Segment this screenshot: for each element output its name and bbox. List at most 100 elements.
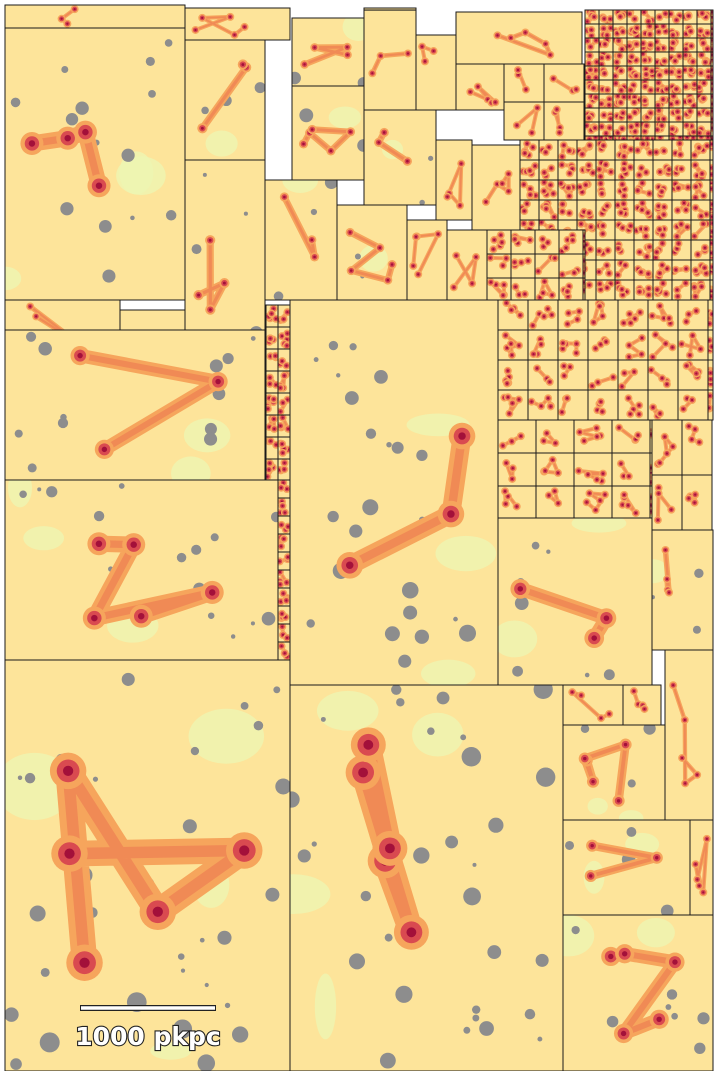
gray-blob (254, 721, 264, 731)
halo-core (684, 54, 686, 56)
panel-image (558, 254, 583, 279)
halo-core (520, 261, 522, 263)
gray-blob (581, 724, 589, 732)
halo-core (684, 719, 686, 721)
gray-blob (121, 149, 134, 162)
halo-core (623, 96, 625, 98)
gray-blob (666, 1004, 672, 1010)
halo-core (74, 8, 76, 10)
halo-core (689, 110, 691, 112)
halo-core (537, 270, 539, 272)
halo-core (697, 253, 699, 255)
gray-blob (204, 433, 217, 446)
halo-core (502, 294, 504, 296)
panel-image (407, 220, 447, 300)
panel-image (596, 200, 615, 220)
halo-core (646, 255, 648, 257)
halo-core (102, 447, 107, 452)
halo-core (695, 269, 697, 271)
halo-core (29, 140, 35, 146)
panel-image (596, 140, 615, 160)
gray-blob (512, 666, 523, 677)
panel-image (690, 820, 713, 915)
halo-core (694, 863, 696, 865)
panel-image (670, 260, 691, 280)
gray-blob (428, 156, 433, 161)
halo-core (623, 163, 625, 165)
panel-image (641, 108, 655, 122)
gray-blob (391, 685, 401, 695)
halo-core (563, 144, 565, 146)
halo-core (568, 212, 570, 214)
panel-image (597, 80, 613, 94)
halo-core (600, 103, 602, 105)
halo-core (589, 874, 592, 877)
halo-core (694, 164, 696, 166)
gray-blob (345, 391, 359, 405)
halo-core (349, 131, 352, 134)
halo-core (693, 235, 695, 237)
gray-blob (463, 1027, 470, 1034)
halo-core (703, 267, 705, 269)
panel-image (611, 24, 627, 38)
halo-core (608, 713, 610, 715)
gray-blob (536, 767, 555, 786)
halo-core (685, 124, 687, 126)
halo-core (583, 211, 585, 213)
halo-core (633, 690, 635, 692)
gray-blob (402, 582, 419, 599)
panel-image (681, 92, 697, 109)
panel-image (577, 160, 597, 180)
gray-blob (18, 776, 22, 780)
halo-core (606, 205, 608, 207)
void-patch (588, 798, 608, 815)
halo-core (629, 116, 631, 118)
gray-blob (26, 332, 36, 342)
halo-core (407, 52, 409, 54)
panel-image (655, 106, 669, 123)
halo-core (223, 282, 226, 285)
halo-core (617, 95, 619, 97)
halo-core (685, 282, 687, 284)
halo-core (215, 379, 220, 384)
halo-core (680, 223, 682, 225)
halo-core (628, 45, 630, 47)
halo-core (485, 201, 487, 203)
halo-core (638, 291, 640, 293)
gray-blob (415, 630, 429, 644)
halo-core (406, 927, 416, 937)
halo-core (529, 194, 531, 196)
halo-core (658, 228, 660, 230)
halo-core (693, 286, 695, 288)
halo-core (674, 183, 676, 185)
halo-core (586, 20, 588, 22)
halo-core (624, 264, 626, 266)
halo-core (543, 181, 545, 183)
halo-core (661, 242, 663, 244)
halo-core (523, 222, 525, 224)
panel-image (594, 240, 615, 260)
halo-core (617, 247, 619, 249)
halo-core (676, 289, 678, 291)
gray-blob (536, 954, 549, 967)
halo-core (573, 272, 575, 274)
panel-image (641, 78, 655, 94)
panel-image (682, 24, 697, 40)
halo-core (664, 549, 666, 551)
panel-image (436, 140, 472, 220)
panel-image (599, 108, 615, 123)
halo-core (694, 196, 696, 198)
panel-bg (5, 5, 185, 28)
halo-core (665, 293, 667, 295)
halo-core (311, 128, 314, 131)
halo-core (623, 188, 625, 190)
panel-image (691, 240, 710, 260)
halo-core (77, 353, 82, 358)
panel-image (596, 280, 615, 300)
halo-core (589, 69, 591, 71)
halo-core (663, 150, 665, 152)
halo-core (696, 174, 698, 176)
halo-core (510, 37, 512, 39)
halo-core (616, 282, 618, 284)
halo-core (672, 34, 674, 36)
